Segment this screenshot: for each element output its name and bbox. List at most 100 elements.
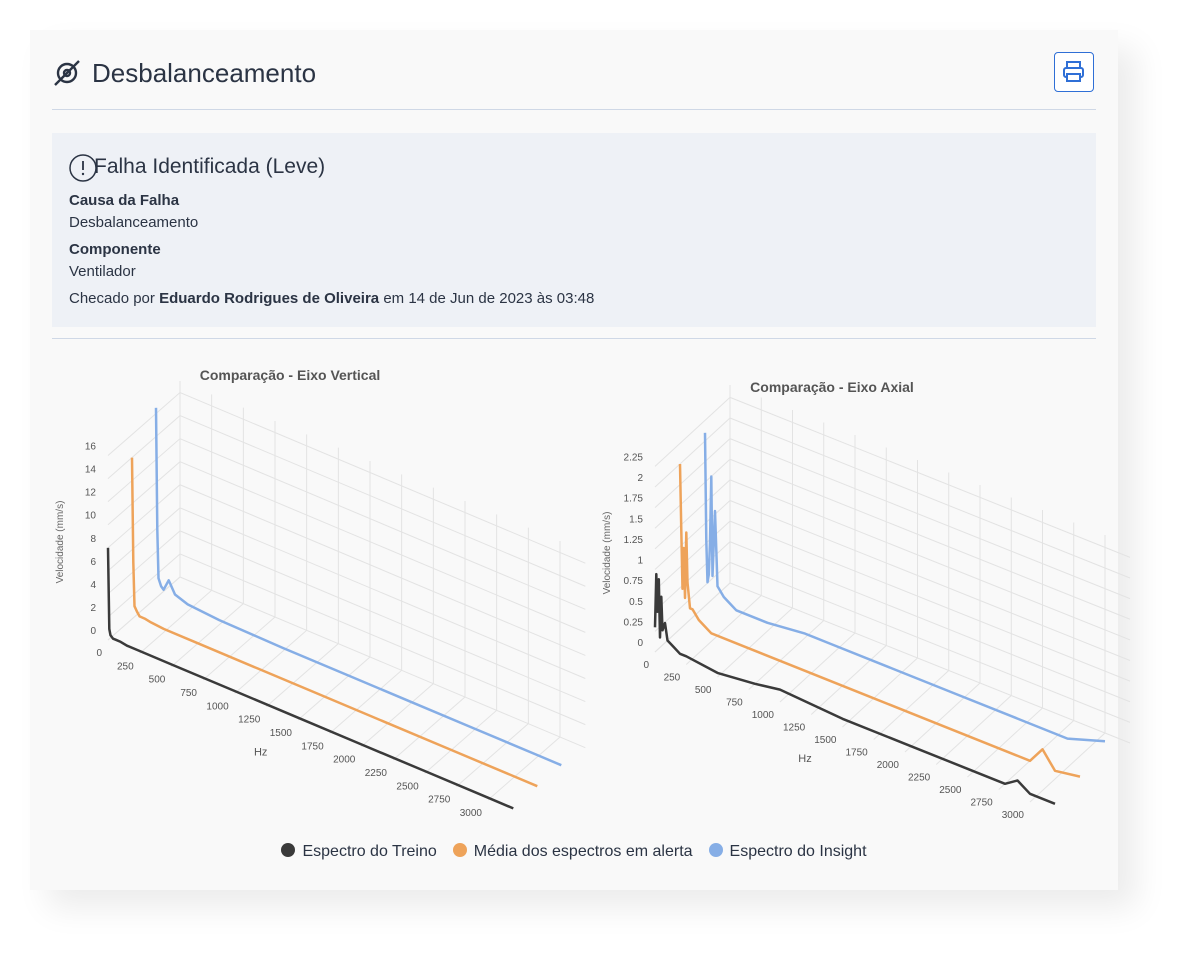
grid-line	[107, 381, 181, 641]
x-tick-label: 0	[96, 648, 102, 659]
y-tick-label: 12	[85, 488, 97, 499]
grid-line	[685, 397, 762, 665]
component-value: Ventilador	[69, 263, 136, 280]
grid-line	[748, 422, 825, 690]
x-tick-label: 1500	[270, 728, 293, 739]
y-tick-label: 10	[85, 511, 97, 522]
checked-line: Checado por Eduardo Rodrigues de Oliveir…	[69, 290, 594, 307]
y-tick-label: 0	[637, 638, 643, 649]
grid-line	[424, 514, 498, 774]
print-button[interactable]	[1054, 52, 1094, 92]
x-tick-label: 250	[117, 661, 134, 672]
x-axis-label: Hz	[798, 753, 811, 765]
grid-line	[935, 497, 1012, 765]
legend: Espectro do Treino Média dos espectros em…	[0, 843, 1148, 861]
y-axis-label: Velocidade (mm/s)	[602, 512, 613, 595]
legend-swatch	[452, 843, 467, 857]
chart-title: Comparação - Eixo Axial	[750, 379, 914, 395]
legend-item[interactable]: Espectro do Treino	[281, 843, 437, 861]
grid-line	[234, 434, 308, 694]
series-line	[130, 457, 538, 788]
x-tick-label: 1750	[846, 748, 869, 759]
y-axis-label: Velocidade (mm/s)	[55, 501, 66, 584]
chart-title: Comparação - Eixo Vertical	[200, 367, 381, 383]
x-tick-label: 2500	[396, 781, 419, 792]
series-line	[106, 547, 514, 810]
grid-line	[266, 447, 339, 708]
x-tick-label: 1750	[301, 741, 324, 752]
x-tick-label: 2500	[939, 785, 962, 796]
series-line	[703, 432, 1106, 743]
series-line	[154, 407, 562, 767]
checked-suffix: em 14 de Jun de 2023 às 03:48	[383, 290, 595, 307]
cause-label: Causa da Falha	[69, 192, 180, 209]
y-tick-label: 0.5	[629, 597, 643, 608]
x-tick-label: 2250	[365, 768, 388, 779]
grid-line	[456, 527, 529, 788]
separator	[52, 338, 1096, 339]
grid-line	[202, 421, 276, 681]
grid-line	[967, 510, 1043, 778]
x-tick-label: 750	[180, 688, 197, 699]
y-tick-label: 2	[637, 473, 643, 484]
series-line	[653, 572, 1056, 805]
alert-box: Falha Identificada (Leve) Causa da Falha…	[52, 133, 1096, 327]
series-line	[678, 463, 1081, 778]
y-tick-label: 1.25	[624, 535, 644, 546]
x-tick-label: 2750	[971, 798, 994, 809]
legend-label: Espectro do Insight	[729, 843, 867, 860]
y-tick-label: 1.75	[624, 494, 644, 505]
checked-by: Eduardo Rodrigues de Oliveira	[159, 290, 380, 307]
grid-line	[297, 461, 371, 721]
x-tick-label: 1000	[206, 701, 229, 712]
print-icon	[1063, 61, 1084, 82]
grid-line	[779, 435, 856, 703]
legend-item[interactable]: Espectro do Insight	[708, 843, 867, 861]
x-tick-label: 1500	[814, 735, 837, 746]
cause-value: Desbalanceamento	[69, 214, 199, 231]
y-tick-label: 8	[90, 534, 96, 545]
y-tick-label: 6	[90, 557, 96, 568]
y-tick-label: 14	[85, 465, 97, 476]
y-tick-label: 1	[637, 556, 643, 567]
grid-line	[329, 474, 403, 734]
x-axis-label: Hz	[254, 746, 267, 758]
legend-label: Espectro do Treino	[302, 843, 437, 860]
legend-swatch	[708, 843, 723, 857]
x-tick-label: 500	[149, 675, 166, 686]
x-tick-label: 2000	[333, 755, 356, 766]
legend-item[interactable]: Média dos espectros em alerta	[452, 843, 693, 861]
grid-line	[873, 472, 950, 740]
grid-line	[654, 385, 731, 653]
y-tick-label: 0.75	[624, 576, 644, 587]
legend-label: Média dos espectros em alerta	[473, 843, 693, 860]
x-tick-label: 2250	[908, 773, 931, 784]
y-tick-label: 0	[90, 626, 96, 637]
separator	[52, 109, 1096, 110]
header-title: Desbalanceamento	[92, 58, 317, 88]
component-label: Componente	[69, 241, 161, 258]
checked-prefix: Checado por	[69, 290, 155, 307]
grid-line	[171, 407, 244, 668]
grid-line	[842, 460, 918, 728]
grid-line	[487, 541, 561, 801]
grid-line	[361, 487, 434, 748]
y-tick-label: 16	[85, 442, 97, 453]
y-tick-label: 1.5	[629, 514, 643, 525]
x-tick-label: 750	[726, 698, 743, 709]
y-tick-label: 0.25	[624, 617, 644, 628]
x-tick-label: 3000	[1002, 810, 1025, 821]
alert-title: Falha Identificada (Leve)	[94, 155, 326, 178]
x-tick-label: 0	[643, 660, 649, 671]
x-tick-label: 500	[695, 685, 712, 696]
grid-line	[392, 501, 466, 761]
y-tick-label: 4	[90, 580, 96, 591]
x-tick-label: 250	[664, 673, 681, 684]
x-tick-label: 2000	[877, 760, 900, 771]
grid-line	[139, 394, 213, 654]
header-icon	[54, 60, 80, 86]
grid-line	[998, 522, 1075, 790]
y-tick-label: 2.25	[624, 452, 644, 463]
